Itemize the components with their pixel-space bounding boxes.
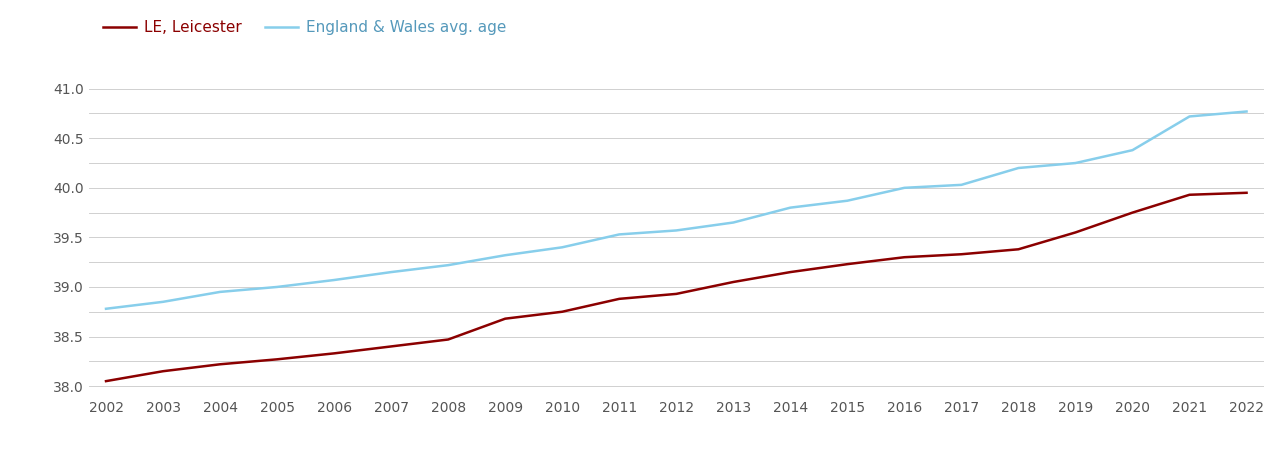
England & Wales avg. age xyxy=(725,220,740,225)
LE, Leicester xyxy=(839,261,855,267)
England & Wales avg. age xyxy=(954,182,969,188)
LE, Leicester xyxy=(897,255,912,260)
England & Wales avg. age xyxy=(782,205,798,210)
LE, Leicester xyxy=(1182,192,1198,198)
LE, Leicester xyxy=(269,356,284,362)
England & Wales avg. age xyxy=(498,252,513,258)
England & Wales avg. age xyxy=(555,245,570,250)
England & Wales avg. age xyxy=(1068,160,1083,166)
LE, Leicester xyxy=(98,378,113,384)
LE, Leicester xyxy=(1011,247,1026,252)
England & Wales avg. age xyxy=(839,198,855,203)
Line: England & Wales avg. age: England & Wales avg. age xyxy=(105,112,1247,309)
England & Wales avg. age xyxy=(668,228,683,233)
England & Wales avg. age xyxy=(212,289,227,295)
Legend: LE, Leicester, England & Wales avg. age: LE, Leicester, England & Wales avg. age xyxy=(97,14,512,41)
LE, Leicester xyxy=(441,337,456,342)
England & Wales avg. age xyxy=(1125,148,1140,153)
England & Wales avg. age xyxy=(155,299,170,305)
LE, Leicester xyxy=(668,291,683,297)
LE, Leicester xyxy=(1240,190,1255,195)
England & Wales avg. age xyxy=(1240,109,1255,114)
England & Wales avg. age xyxy=(384,270,399,275)
LE, Leicester xyxy=(1068,230,1083,235)
England & Wales avg. age xyxy=(98,306,113,311)
England & Wales avg. age xyxy=(269,284,284,290)
England & Wales avg. age xyxy=(1011,165,1026,171)
England & Wales avg. age xyxy=(326,277,342,283)
LE, Leicester xyxy=(782,270,798,275)
LE, Leicester xyxy=(212,362,227,367)
LE, Leicester xyxy=(498,316,513,321)
LE, Leicester xyxy=(1125,210,1140,215)
LE, Leicester xyxy=(954,252,969,257)
LE, Leicester xyxy=(155,369,170,374)
Line: LE, Leicester: LE, Leicester xyxy=(105,193,1247,381)
England & Wales avg. age xyxy=(897,185,912,190)
LE, Leicester xyxy=(326,351,342,356)
LE, Leicester xyxy=(384,344,399,349)
England & Wales avg. age xyxy=(1182,114,1198,119)
LE, Leicester xyxy=(612,296,627,302)
England & Wales avg. age xyxy=(612,232,627,237)
England & Wales avg. age xyxy=(441,262,456,268)
LE, Leicester xyxy=(725,279,740,285)
LE, Leicester xyxy=(555,309,570,315)
